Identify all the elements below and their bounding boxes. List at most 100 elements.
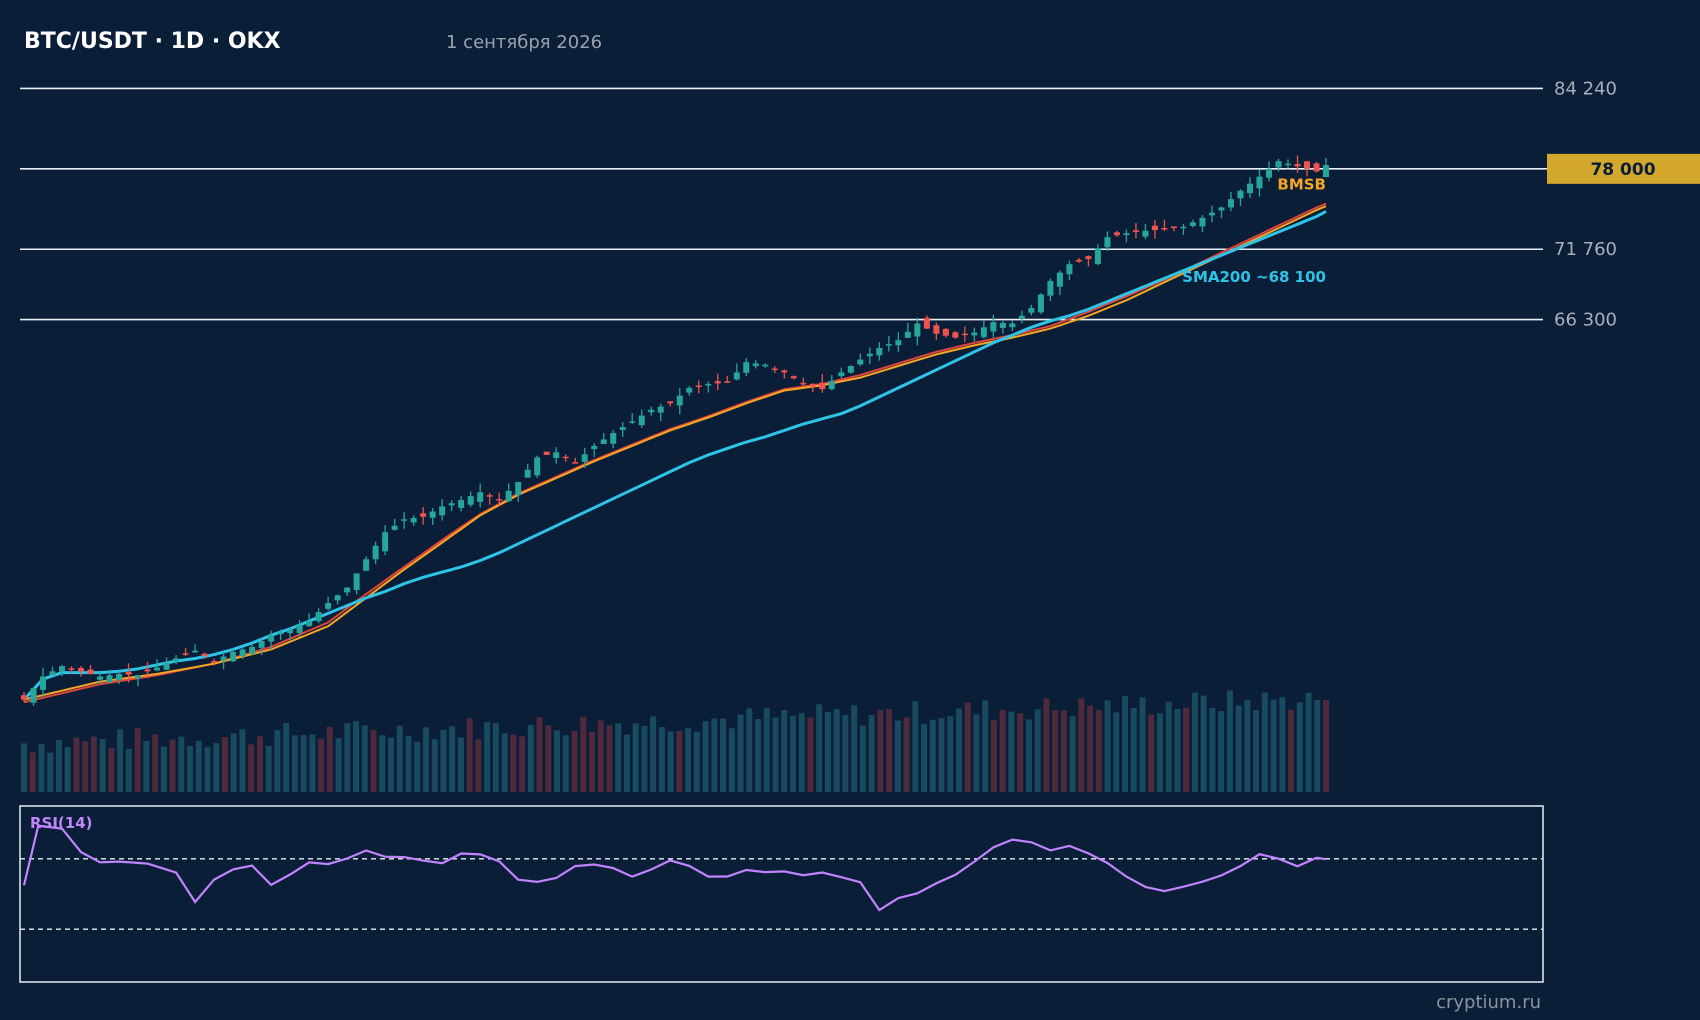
volume-bar (964, 702, 971, 792)
candle-body (667, 401, 674, 404)
volume-bar (117, 729, 124, 792)
candle-body (752, 363, 759, 367)
candle-body (1284, 163, 1291, 166)
candle-body (78, 667, 85, 672)
volume-bar (353, 721, 360, 792)
candle-body (287, 630, 294, 634)
volume-bar (1069, 716, 1076, 792)
candle-body (496, 499, 503, 501)
candle-body (648, 409, 655, 413)
candle-body (458, 499, 465, 508)
volume-bar (1139, 697, 1146, 792)
volume-bar (667, 731, 674, 792)
candle-body (562, 456, 569, 459)
volume-bar (623, 734, 630, 792)
candle-body (220, 656, 227, 661)
volume-bar (1305, 692, 1312, 792)
volume-bar (449, 726, 456, 792)
candle-body (1237, 190, 1244, 199)
volume-bar (816, 704, 823, 792)
volume-bar (221, 737, 228, 792)
candle-body (676, 395, 683, 406)
candle-body (420, 513, 427, 517)
volume-bar (274, 730, 281, 792)
volume-bar (1314, 700, 1321, 792)
volume-bar (842, 714, 849, 792)
volume-bar (1209, 707, 1216, 792)
candle-body (68, 668, 75, 670)
volume-bar (1122, 695, 1129, 792)
candle-body (296, 625, 303, 633)
volume-bar (466, 718, 473, 792)
candle-body (657, 406, 664, 413)
volume-bar (344, 723, 351, 792)
volume-bar (519, 736, 526, 792)
volume-bar (379, 735, 386, 792)
candle-body (382, 532, 389, 552)
watermark: cryptium.ru (1436, 992, 1541, 1013)
candle-body (410, 518, 417, 523)
volume-bar (1017, 713, 1024, 792)
volume-bar (47, 752, 54, 792)
volume-bar (597, 720, 604, 792)
candle-body (695, 385, 702, 388)
volume-bar (90, 736, 97, 792)
volume-bar (1060, 710, 1067, 792)
price-tag (1547, 153, 1700, 184)
volume-bar (1043, 698, 1050, 792)
candle-body (1047, 280, 1054, 296)
volume-bar (335, 738, 342, 792)
candle-body (724, 381, 731, 383)
volume-bar (702, 721, 709, 792)
candle-body (1142, 230, 1149, 237)
candle-body (325, 603, 332, 609)
candle-body (1113, 232, 1120, 236)
volume-bar (571, 730, 578, 792)
volume-bar (1270, 699, 1277, 792)
volume-bar (615, 723, 622, 792)
candle-body (923, 317, 930, 329)
volume-bar (554, 730, 561, 792)
candle-body (40, 676, 47, 690)
candle-body (638, 415, 645, 426)
price-level-label-2: 71 760 (1554, 239, 1617, 260)
candle-body (391, 525, 398, 530)
volume-bar (676, 730, 683, 792)
volume-bar (833, 709, 840, 792)
candle-body (819, 382, 826, 390)
volume-bar (300, 735, 307, 792)
volume-bar (1113, 712, 1120, 792)
candle-body (192, 650, 199, 653)
candle-body (486, 495, 493, 497)
candle-body (230, 652, 237, 662)
volume-bar (1087, 705, 1094, 792)
candle-body (600, 439, 607, 444)
volume-bar (545, 725, 552, 792)
volume-bar (405, 735, 412, 792)
volume-bar (938, 718, 945, 792)
volume-bar (772, 717, 779, 792)
candle-body (59, 666, 66, 672)
candle-body (515, 481, 522, 496)
candle-body (790, 376, 797, 379)
candle-body (306, 621, 313, 627)
candle-body (448, 503, 455, 506)
candle-body (847, 365, 854, 373)
volume-bar (1279, 697, 1286, 792)
candle-body (990, 322, 997, 332)
candle-body (581, 454, 588, 462)
volume-bar (309, 734, 316, 792)
price-level-label-0: 84 240 (1554, 78, 1617, 99)
candle-body (163, 662, 170, 670)
volume-bar (903, 717, 910, 792)
volume-bar (755, 719, 762, 792)
volume-bar (1218, 711, 1225, 792)
candle-body (125, 671, 132, 675)
volume-bar (230, 733, 237, 792)
candle-body (809, 383, 816, 387)
candlesticks (21, 155, 1329, 706)
candle-body (524, 469, 531, 478)
candle-body (534, 457, 541, 476)
candle-body (116, 673, 123, 680)
candle-body (1018, 315, 1025, 319)
